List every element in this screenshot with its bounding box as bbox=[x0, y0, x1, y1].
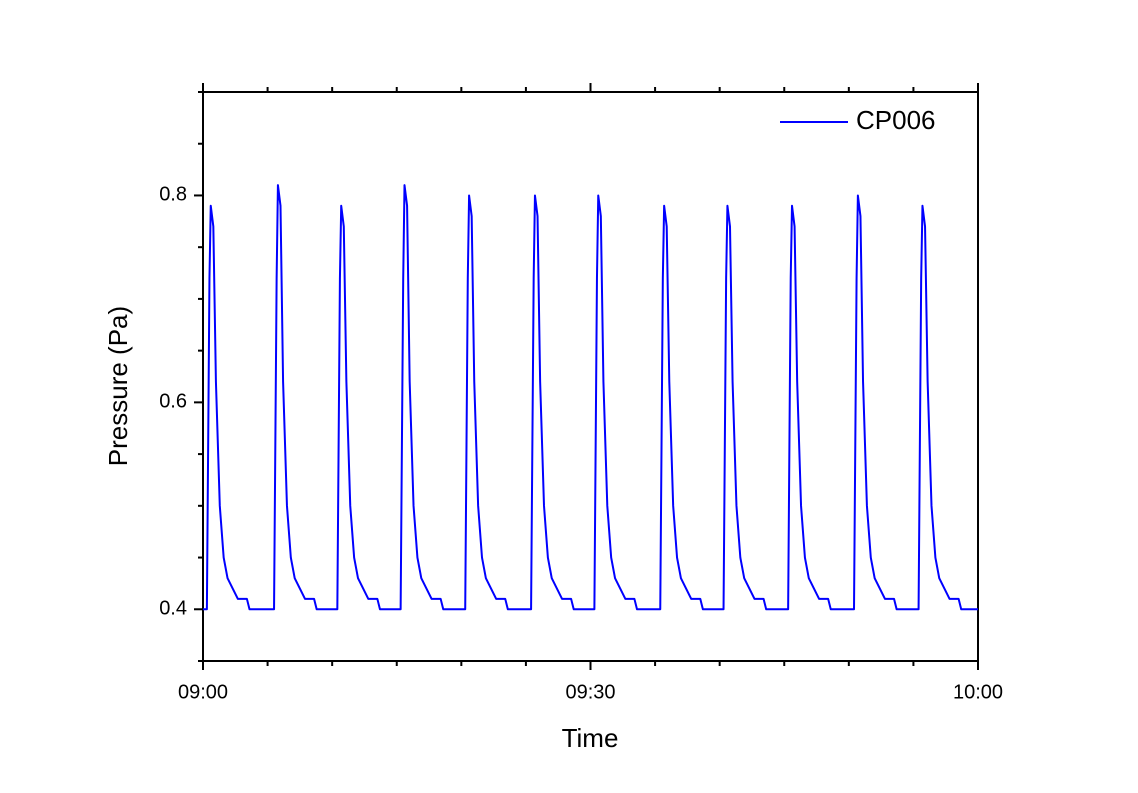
y-tick-label: 0.6 bbox=[159, 391, 187, 413]
y-axis-title: Pressure (Pa) bbox=[103, 306, 133, 466]
plot-frame bbox=[202, 91, 979, 662]
legend-label: CP006 bbox=[856, 105, 936, 135]
x-tick-label: 09:30 bbox=[565, 681, 615, 703]
data-line bbox=[203, 184, 978, 611]
y-tick-label: 0.4 bbox=[159, 598, 187, 620]
x-axis-title: Time bbox=[562, 723, 619, 753]
x-tick-label: 10:00 bbox=[953, 681, 1003, 703]
y-tick-label: 0.8 bbox=[159, 184, 187, 206]
x-tick-label: 09:00 bbox=[178, 681, 228, 703]
